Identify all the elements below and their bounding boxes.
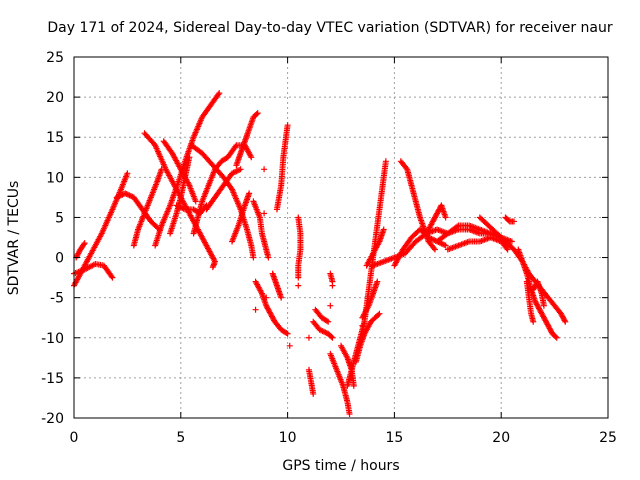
- data-point-arc30: [374, 278, 381, 285]
- data-point-arc13: [237, 166, 244, 173]
- data-point-isolated: [252, 306, 259, 313]
- data-point-arc33: [430, 245, 437, 252]
- data-point-arc23: [325, 318, 332, 325]
- data-point-isolated: [329, 282, 336, 289]
- data-point-arc28: [376, 310, 383, 317]
- data-point-arc2: [108, 273, 115, 280]
- y-tick-label: 10: [46, 170, 64, 186]
- data-point-arc20: [295, 274, 302, 281]
- data-point-arc7: [215, 91, 222, 98]
- data-point-arc11: [248, 154, 255, 161]
- axis-ticks: 0 5 10 15 20 25 -20 -15 -10 -5 0 5 10 15 20 25: [41, 50, 617, 446]
- data-point-arc22: [328, 333, 335, 340]
- data-point-isolated: [261, 166, 268, 173]
- data-point-arc39: [553, 334, 560, 341]
- x-tick-label: 25: [599, 430, 617, 446]
- data-point-arc6: [209, 264, 216, 271]
- data-point-arc3: [80, 241, 87, 248]
- data-point-arc28: [375, 311, 382, 318]
- data-point-arc37: [561, 317, 568, 324]
- y-tick-label: 20: [46, 90, 64, 106]
- data-point-arc32: [442, 242, 449, 249]
- data-point-arc41: [540, 302, 547, 309]
- data-point-arc40: [530, 318, 537, 325]
- data-point-arc33: [431, 246, 438, 253]
- data-point-arc17: [283, 329, 290, 336]
- plot-frame: [73, 56, 609, 419]
- y-tick-label: -20: [41, 411, 64, 427]
- data-point-arc39: [552, 333, 559, 340]
- y-tick-label: -5: [50, 291, 64, 307]
- data-point-arc18: [284, 122, 291, 129]
- x-tick-label: 15: [385, 430, 403, 446]
- data-points: [71, 90, 569, 417]
- data-point-isolated: [263, 294, 270, 301]
- data-point-arc8: [186, 154, 193, 161]
- data-point-arc15: [246, 190, 253, 197]
- x-tick-label: 5: [176, 430, 185, 446]
- data-point-arc11: [232, 143, 239, 150]
- chart-title: Day 171 of 2024, Sidereal Day-to-day VTE…: [47, 20, 613, 36]
- data-point-arc19: [278, 294, 285, 301]
- data-point-arc9: [192, 198, 199, 205]
- data-point-arc17: [284, 330, 291, 337]
- data-point-isolated: [295, 282, 302, 289]
- x-tick-label: 20: [492, 430, 510, 446]
- data-point-arc2: [109, 274, 116, 281]
- data-point-arc22: [329, 334, 336, 341]
- data-point-arc27: [382, 158, 389, 165]
- grid-lines: [74, 57, 608, 418]
- data-point-arc1: [124, 170, 131, 177]
- y-tick-label: 5: [55, 210, 64, 226]
- data-point-isolated: [261, 210, 268, 217]
- data-point-arc31: [508, 238, 515, 245]
- data-point-arc14: [254, 110, 261, 117]
- data-point-isolated: [359, 322, 366, 329]
- y-tick-label: -10: [41, 331, 64, 347]
- x-tick-label: 10: [279, 430, 297, 446]
- y-tick-label: -15: [41, 371, 64, 387]
- data-point-arc36: [503, 245, 510, 252]
- data-point-arc36: [504, 246, 511, 253]
- data-point-arc38: [511, 218, 518, 225]
- data-point-arc26: [350, 382, 357, 389]
- x-axis-label: GPS time / hours: [282, 458, 399, 474]
- data-point-arc3: [81, 240, 88, 247]
- data-point-arc37: [562, 318, 569, 325]
- y-tick-label: 25: [46, 50, 64, 66]
- data-point-isolated: [286, 342, 293, 349]
- data-point-arc21: [310, 390, 317, 397]
- y-axis-label: SDTVAR / TECUs: [6, 181, 22, 296]
- data-point-arc23: [323, 317, 330, 324]
- x-tick-label: 0: [70, 430, 79, 446]
- y-tick-label: 15: [46, 130, 64, 146]
- data-point-arc25: [346, 410, 353, 417]
- data-point-isolated: [327, 302, 334, 309]
- data-point-arc35: [454, 223, 461, 230]
- data-point-arc29: [380, 226, 387, 233]
- data-point-isolated: [305, 334, 312, 341]
- y-tick-label: 0: [55, 251, 64, 267]
- data-point-arc12: [250, 254, 257, 261]
- data-point-arc14: [253, 111, 260, 118]
- data-point-arc34: [442, 214, 449, 221]
- data-point-arc16: [265, 254, 272, 261]
- data-point-arc7: [216, 90, 223, 97]
